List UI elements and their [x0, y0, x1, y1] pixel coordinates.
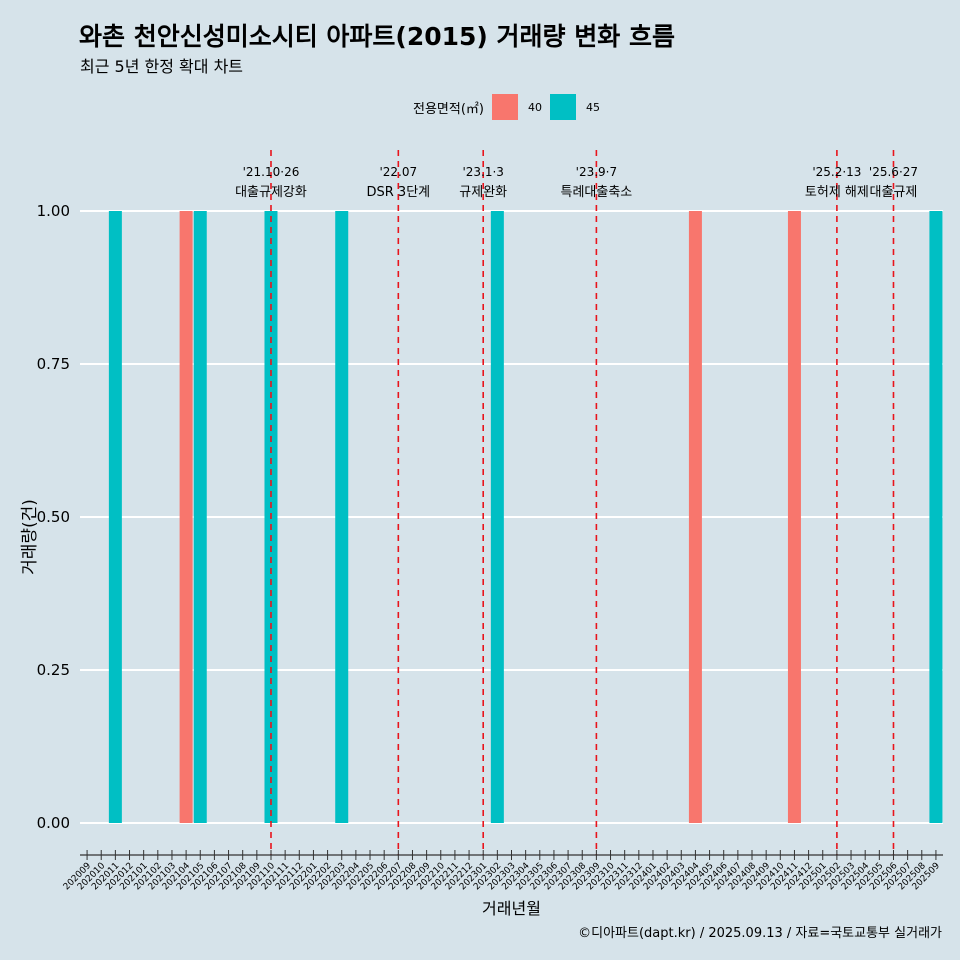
bar-202302-45: [490, 211, 504, 823]
event-label-202506: 대출규제: [870, 185, 918, 200]
event-label-202301: 규제완화: [459, 185, 507, 200]
legend-swatch-45: [549, 94, 576, 120]
source-caption: ©디아파트(dapt.kr) / 2025.09.13 / 자료=국토교통부 실…: [578, 926, 942, 941]
bar-202011-45: [108, 211, 122, 823]
y-tick-label: 1.00: [37, 202, 70, 220]
event-label-202110: 대출규제강화: [235, 185, 307, 200]
bar-202509-45: [929, 211, 943, 823]
legend-label-40: 40: [527, 100, 542, 114]
legend-title: 전용면적(㎡): [413, 101, 484, 117]
chart-title: 와촌 천안신성미소시티 아파트(2015) 거래량 변화 흐름: [79, 22, 675, 51]
legend-swatch-40: [491, 94, 518, 120]
bar-202203-45: [335, 211, 349, 823]
bar-202411-40: [787, 211, 801, 823]
event-date-202309: '23.9·7: [576, 165, 617, 179]
legend: 전용면적(㎡) 40 45: [413, 94, 608, 120]
event-date-202110: '21.10·26: [243, 165, 300, 179]
y-tick-label: 0.50: [37, 508, 70, 526]
event-label-202207: DSR 3단계: [367, 185, 431, 200]
bar-202104-40: [179, 211, 193, 823]
y-tick-label: 0.00: [37, 814, 70, 832]
y-axis-title: 거래량(건): [20, 499, 40, 575]
event-date-202301: '23.1·3: [462, 165, 503, 179]
event-label-202502: 토허제 해제: [805, 185, 869, 200]
y-tick-label: 0.75: [37, 355, 70, 373]
bar-202404-40: [688, 211, 702, 823]
bar-202105-45: [193, 211, 207, 823]
x-axis-title: 거래년월: [482, 899, 541, 918]
legend-label-45: 45: [585, 100, 600, 114]
event-date-202207: '22.07: [379, 165, 417, 179]
event-date-202502: '25.2·13: [812, 165, 861, 179]
event-date-202506: '25.6·27: [869, 165, 918, 179]
y-tick-label: 0.25: [37, 661, 70, 679]
chart-subtitle: 최근 5년 한정 확대 차트: [80, 57, 244, 76]
event-label-202309: 특례대출축소: [561, 185, 633, 200]
